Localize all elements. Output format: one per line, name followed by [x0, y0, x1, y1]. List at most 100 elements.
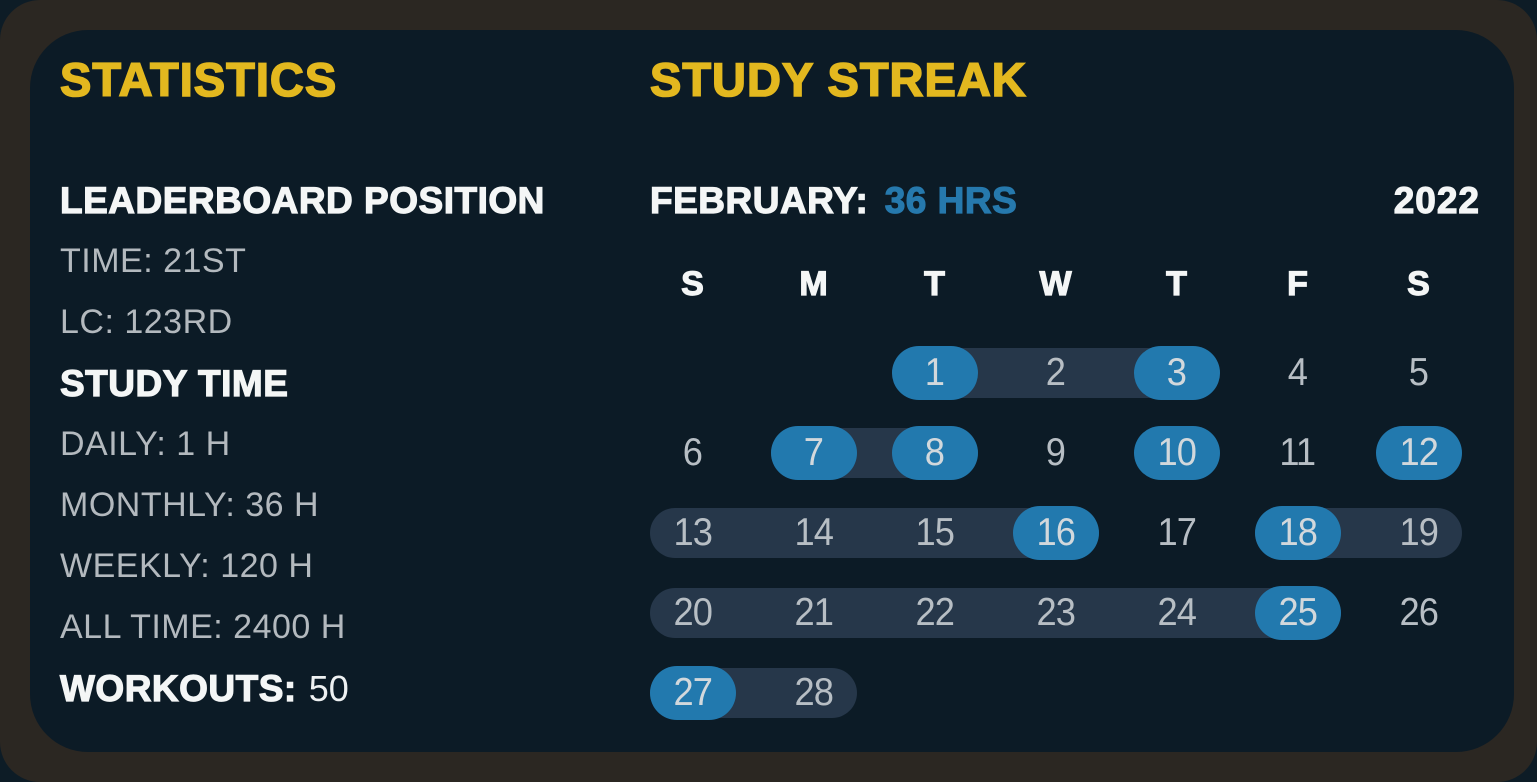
month-total-group: FEBRUARY: 36 HRS [649, 179, 1017, 222]
weekday-header: S [681, 264, 705, 303]
calendar-day-number: 7 [803, 431, 824, 474]
calendar-day: 11 [1237, 413, 1358, 493]
calendar-day-number: 24 [1157, 591, 1196, 634]
studied-day-pill [891, 426, 978, 480]
calendar-day: 25 [1237, 573, 1358, 653]
month-row: FEBRUARY: 36 HRS 2022 [649, 170, 1480, 231]
calendar-day: 4 [1237, 333, 1358, 413]
weekday-header: W [1039, 264, 1072, 303]
calendar-day: 20 [632, 573, 753, 653]
studied-day-pill [649, 666, 736, 720]
calendar-day-number: 12 [1399, 431, 1438, 474]
calendar-day: 24 [1116, 573, 1237, 653]
calendar-day-number: 18 [1278, 511, 1317, 554]
weekday-header: M [799, 264, 829, 303]
calendar-day-number: 10 [1157, 431, 1196, 474]
studied-day-pill [1254, 586, 1341, 640]
stat-label: ALL TIME: 2400 H [60, 608, 346, 646]
calendar-day-number: 16 [1036, 511, 1075, 554]
calendar-day: 18 [1237, 493, 1358, 573]
calendar-day-number: 17 [1157, 511, 1196, 554]
studied-day-pill [1133, 426, 1220, 480]
streak-band [649, 588, 1341, 638]
calendar-day: 12 [1358, 413, 1479, 493]
calendar-day-number: 3 [1166, 351, 1187, 394]
calendar-day-number: 2 [1045, 351, 1066, 394]
stat-line: WORKOUTS: 50 [59, 658, 545, 719]
calendar-week-row: 20 21 22 23 24 25 26 [632, 573, 1479, 653]
calendar-day: 14 [753, 493, 874, 573]
calendar-day-number: 15 [915, 511, 954, 554]
calendar-day: 8 [874, 413, 995, 493]
studied-day-pill [1375, 426, 1462, 480]
stat-line: TIME: 21ST [60, 231, 545, 292]
calendar-day: 9 [995, 413, 1116, 493]
calendar-day-number: 14 [794, 511, 833, 554]
stat-label: WORKOUTS: [59, 667, 297, 709]
stat-line: LC: 123RD [60, 292, 545, 353]
calendar-day-number: 27 [673, 671, 712, 714]
calendar-day: 22 [874, 573, 995, 653]
stat-label: TIME: 21ST [60, 242, 247, 280]
calendar-day-number: 25 [1278, 591, 1317, 634]
studied-day-pill [1133, 346, 1220, 400]
stat-label: LC: 123RD [60, 303, 233, 341]
stat-label: LEADERBOARD POSITION [59, 179, 545, 221]
weekday-header: F [1287, 264, 1309, 303]
weekday-header: T [924, 264, 946, 303]
calendar-day: 7 [753, 413, 874, 493]
month-label: FEBRUARY: [649, 179, 869, 221]
stat-line: STUDY TIME [59, 353, 545, 414]
calendar-day: 13 [632, 493, 753, 573]
calendar-day-number: 23 [1036, 591, 1075, 634]
year-label: 2022 [1393, 179, 1480, 221]
stat-line: MONTHLY: 36 H [60, 475, 545, 536]
calendar-week-row: 1 2 3 4 5 [632, 333, 1479, 413]
calendar-week-row: 6 7 8 9 10 11 12 [632, 413, 1479, 493]
studied-day-pill [770, 426, 857, 480]
stat-line: LEADERBOARD POSITION [59, 170, 545, 231]
calendar-day-number: 5 [1408, 351, 1429, 394]
studied-day-pill [1012, 506, 1099, 560]
studied-day-pill [1254, 506, 1341, 560]
weekday-header: T [1166, 264, 1188, 303]
calendar-grid: 1 2 3 4 5 6 7 8 9 10 11 12 13 14 15 16 17 18 19 20 21 22 23 24 2… [632, 333, 1479, 733]
calendar-day: 23 [995, 573, 1116, 653]
calendar-day-number: 20 [673, 591, 712, 634]
calendar-week-row: 13 14 15 16 17 18 19 [632, 493, 1479, 573]
calendar-day-number: 28 [794, 671, 833, 714]
stats-list: LEADERBOARD POSITION TIME: 21ST LC: 123RD S… [59, 170, 545, 719]
stat-label: MONTHLY: 36 H [60, 486, 320, 524]
calendar-day: 5 [1358, 333, 1479, 413]
calendar-day: 2 [995, 333, 1116, 413]
stats-card: STATISTICS LEADERBOARD POSITION TIME: 21S… [30, 30, 1514, 752]
stat-label: WEEKLY: 120 H [60, 547, 314, 585]
study-streak-title: STUDY STREAK [649, 53, 1027, 106]
calendar-day: 17 [1116, 493, 1237, 573]
calendar-day: 16 [995, 493, 1116, 573]
statistics-title: STATISTICS [59, 53, 338, 106]
stat-line: DAILY: 1 H [60, 414, 545, 475]
calendar-day-number: 9 [1045, 431, 1066, 474]
studied-day-pill [891, 346, 978, 400]
calendar-day: 3 [1116, 333, 1237, 413]
calendar-day-number: 26 [1399, 591, 1438, 634]
stat-label: STUDY TIME [59, 362, 289, 404]
calendar-day-number: 21 [794, 591, 833, 634]
calendar-day: 28 [753, 653, 874, 733]
calendar-day: 21 [753, 573, 874, 653]
weekday-header: S [1407, 264, 1431, 303]
stat-label: DAILY: 1 H [60, 425, 231, 463]
calendar-day: 15 [874, 493, 995, 573]
calendar-week-row: 27 28 [632, 653, 1479, 733]
calendar-day: 19 [1358, 493, 1479, 573]
calendar-day: 10 [1116, 413, 1237, 493]
calendar-day-number: 6 [682, 431, 703, 474]
stat-line: ALL TIME: 2400 H [60, 597, 545, 658]
calendar-day-number: 22 [915, 591, 954, 634]
calendar-day: 27 [632, 653, 753, 733]
calendar-day-number: 4 [1287, 351, 1308, 394]
calendar-day-number: 13 [673, 511, 712, 554]
